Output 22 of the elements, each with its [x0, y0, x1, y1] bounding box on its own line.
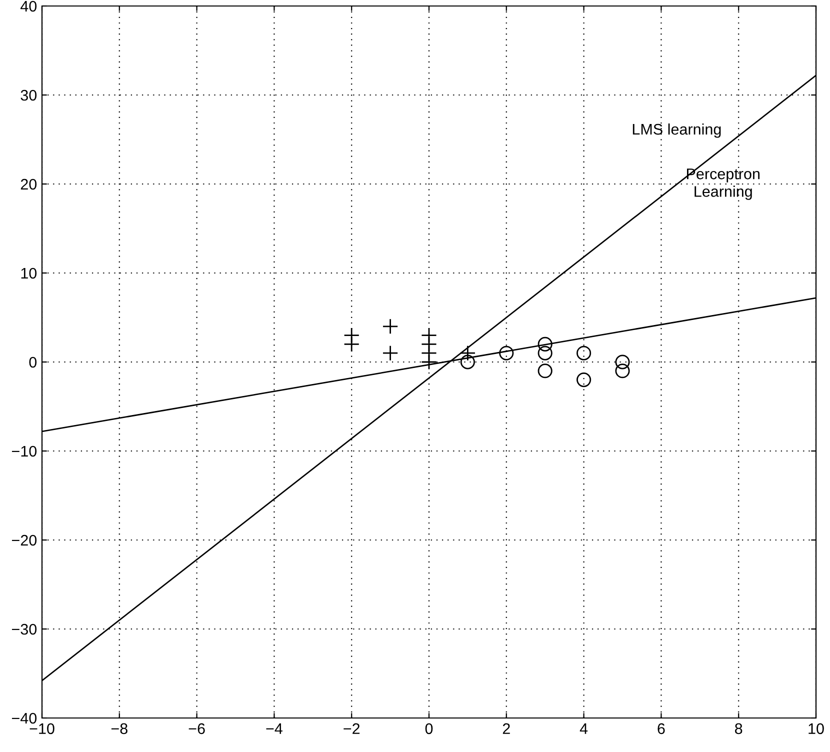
- x-tick-label: −10: [30, 723, 54, 734]
- x-tick-label: −2: [344, 723, 360, 734]
- x-tick-label: 8: [735, 723, 742, 734]
- x-tick-label: −4: [266, 723, 282, 734]
- annotation: LMS learning: [632, 123, 721, 138]
- x-tick-label: 0: [425, 723, 433, 734]
- x-tick-label: 6: [658, 723, 665, 734]
- x-tick-label: 4: [580, 723, 588, 734]
- y-tick-label: 10: [21, 268, 37, 279]
- y-tick-label: 30: [20, 90, 37, 101]
- y-tick-label: −30: [12, 624, 37, 635]
- x-tick-label: 10: [808, 723, 824, 734]
- y-tick-label: −10: [12, 446, 37, 457]
- x-tick-label: −6: [188, 723, 205, 734]
- y-tick-label: 0: [29, 356, 37, 368]
- y-tick-label: −20: [12, 534, 37, 546]
- x-tick-label: −8: [111, 723, 128, 734]
- y-tick-label: 40: [20, 0, 37, 12]
- annotation: Perceptron Learning: [687, 168, 760, 200]
- x-tick-label: 2: [502, 723, 510, 734]
- y-tick-label: −40: [12, 712, 37, 724]
- y-tick-label: 20: [20, 178, 37, 190]
